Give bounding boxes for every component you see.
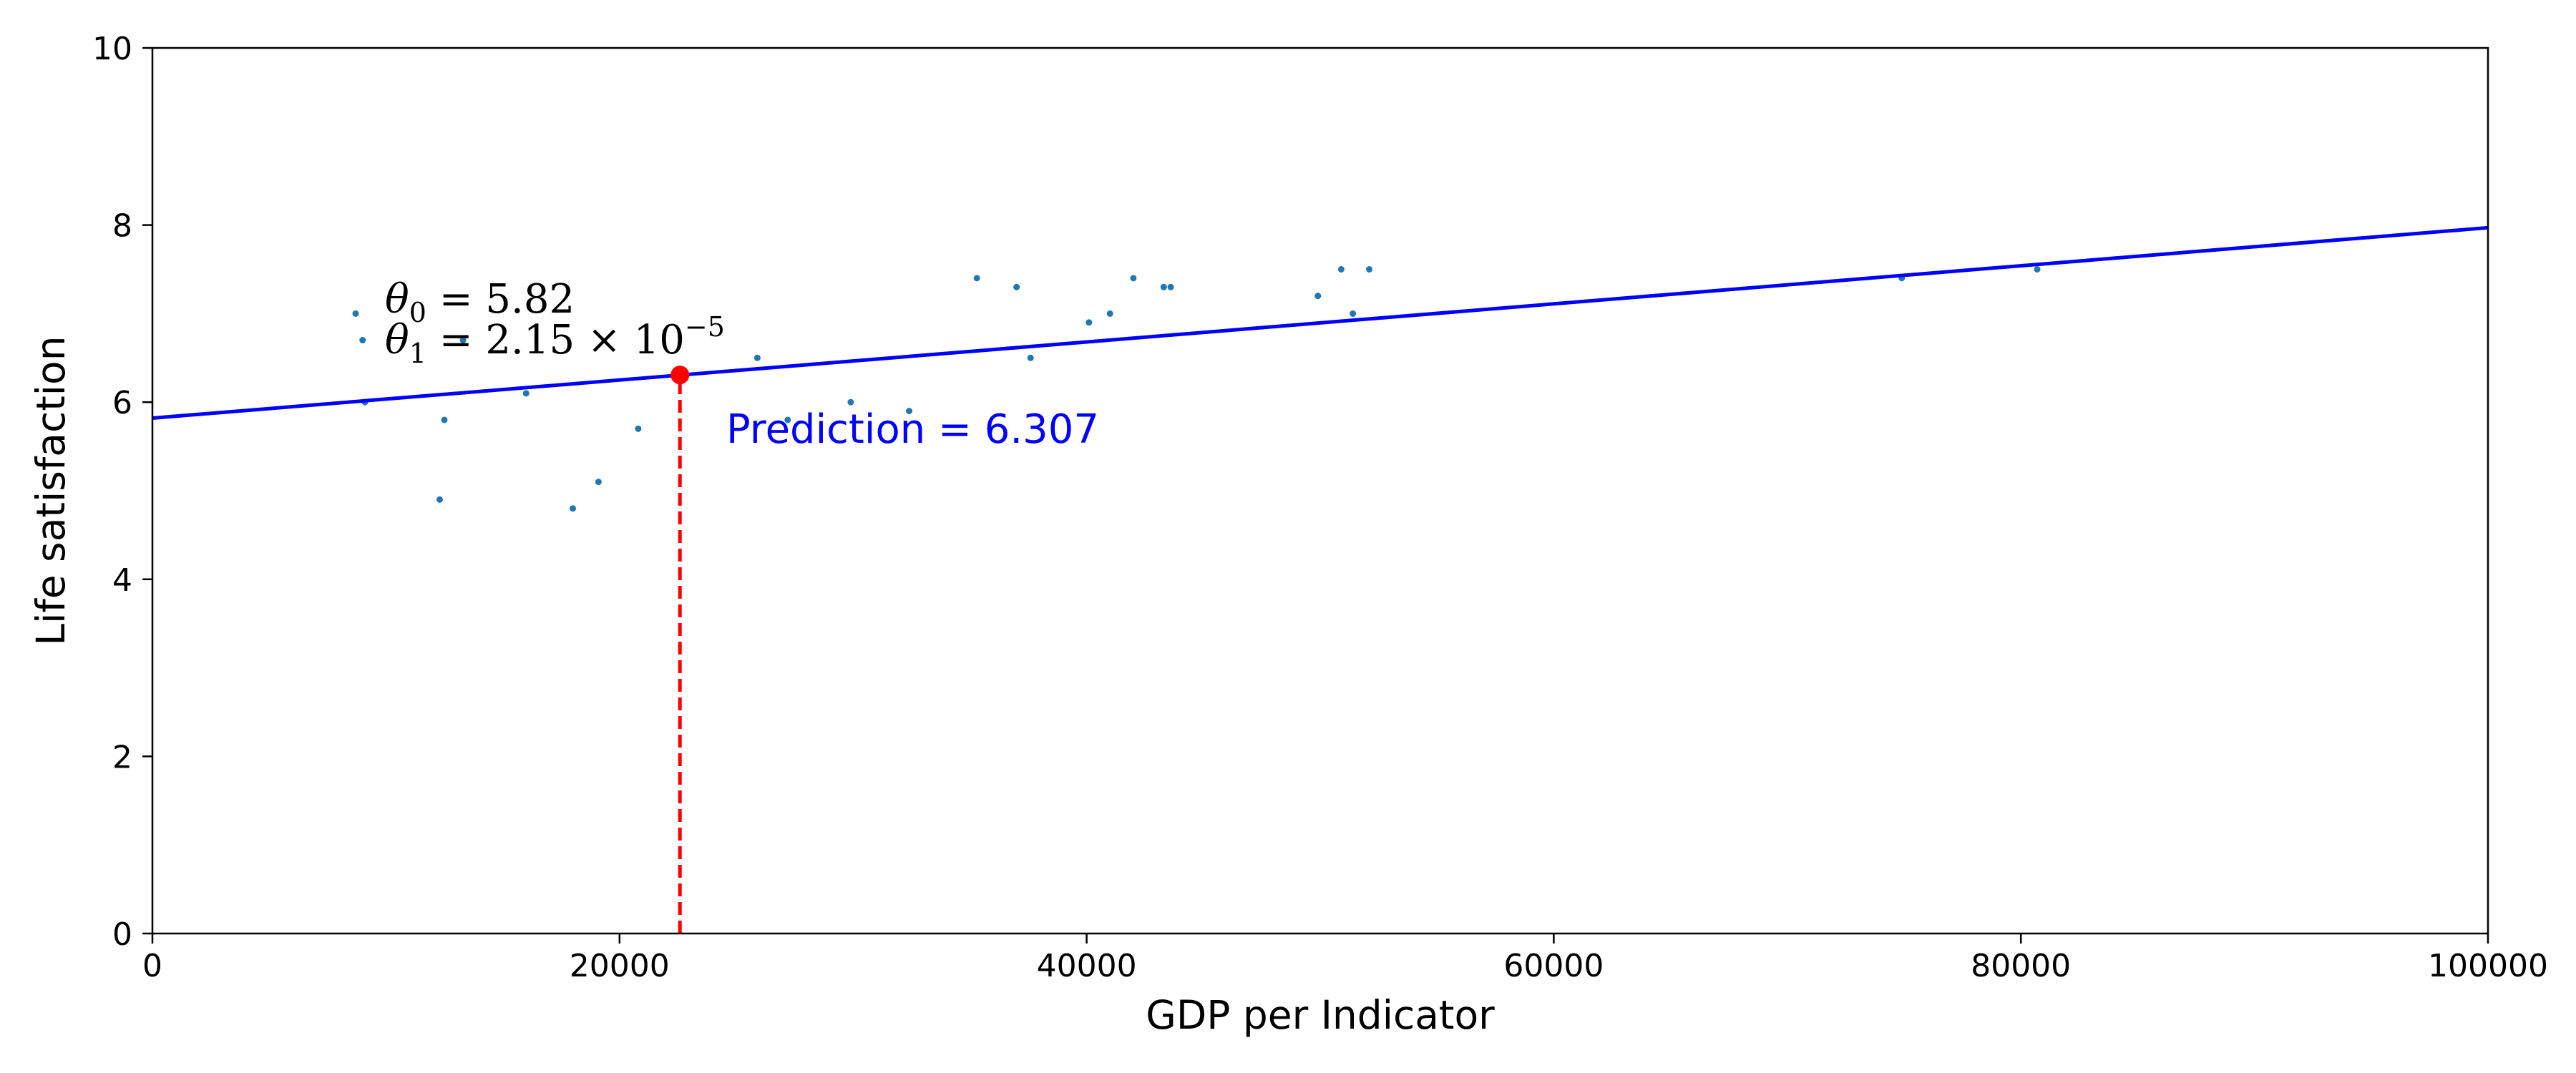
theta0-annotation: θ0 = 5.82 xyxy=(385,276,575,328)
data-point xyxy=(1106,310,1113,317)
x-tick-label: 0 xyxy=(142,948,162,984)
data-point xyxy=(847,398,854,406)
x-tick-label: 40000 xyxy=(1037,948,1137,984)
x-tick-label: 80000 xyxy=(1971,948,2071,984)
data-point xyxy=(906,408,913,415)
data-point xyxy=(1085,319,1093,326)
data-point xyxy=(973,275,980,282)
y-tick-label: 2 xyxy=(112,739,132,775)
theta1-annotation: θ1 = 2.15 × 10−5 xyxy=(385,311,725,369)
theta1-symbol: θ xyxy=(385,317,409,363)
theta1-value: = 2.15 × 10 xyxy=(426,317,685,363)
x-tick-label: 20000 xyxy=(570,948,670,984)
data-point xyxy=(1337,266,1345,273)
data-point xyxy=(459,337,467,344)
data-point xyxy=(1160,283,1167,290)
x-axis: 0 20000 40000 60000 80000 100000 xyxy=(142,934,2548,984)
data-point xyxy=(753,354,761,361)
data-point xyxy=(436,496,443,503)
data-point xyxy=(1366,266,1373,273)
data-point xyxy=(784,416,791,423)
data-point xyxy=(522,390,530,397)
data-point xyxy=(1350,310,1357,317)
data-point xyxy=(2034,266,2041,273)
x-tick-label: 100000 xyxy=(2428,948,2548,984)
y-tick-label: 0 xyxy=(112,916,132,953)
data-point xyxy=(1027,354,1034,361)
data-point xyxy=(352,310,359,317)
y-tick-label: 8 xyxy=(112,208,132,245)
y-tick-label: 4 xyxy=(112,562,132,599)
fit-line xyxy=(152,225,2489,420)
data-point xyxy=(595,479,602,486)
theta1-subscript: 1 xyxy=(409,338,426,369)
data-point xyxy=(1013,283,1020,290)
data-point xyxy=(1130,275,1137,282)
prediction-point xyxy=(670,366,690,385)
prediction-annotation: Prediction = 6.307 xyxy=(726,406,1099,453)
theta0-value: = 5.82 xyxy=(426,276,575,323)
y-axis: 0 2 4 6 8 10 xyxy=(92,31,152,953)
axes-frame xyxy=(151,46,2489,935)
x-axis-label: GDP per Indicator xyxy=(1146,992,1495,1038)
theta0-symbol: θ xyxy=(385,276,409,323)
data-point xyxy=(441,416,448,423)
plot-area xyxy=(152,225,2489,934)
x-tick-label: 60000 xyxy=(1503,948,1604,984)
y-tick-label: 6 xyxy=(112,385,132,421)
y-tick-label: 10 xyxy=(92,31,132,67)
theta1-exponent: −5 xyxy=(685,311,725,343)
y-axis-label: Life satisfaction xyxy=(28,335,74,645)
data-point xyxy=(635,425,642,432)
data-point xyxy=(359,337,366,344)
data-point xyxy=(1167,283,1174,290)
data-point xyxy=(1314,293,1322,300)
data-point xyxy=(570,505,577,512)
theta0-subscript: 0 xyxy=(409,297,426,328)
